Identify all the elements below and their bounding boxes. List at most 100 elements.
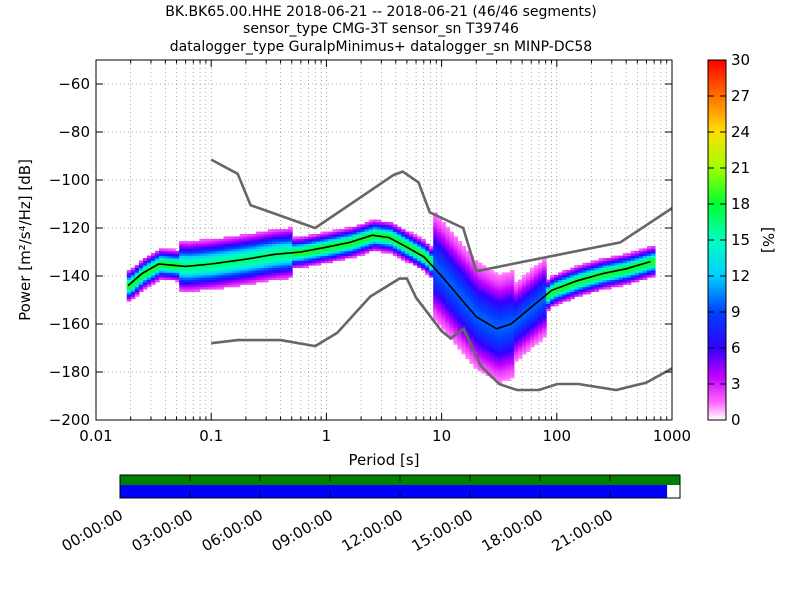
heatmap-cell	[453, 282, 459, 285]
heatmap-cell	[638, 277, 644, 280]
heatmap-cell	[578, 265, 583, 268]
heatmap-cell	[187, 267, 192, 271]
heatmap-cell	[517, 301, 523, 304]
heatmap-cell	[433, 253, 438, 256]
heatmap-cell	[449, 258, 454, 261]
heatmap-cell	[203, 284, 209, 288]
heatmap-cell	[461, 262, 467, 266]
heatmap-cell	[497, 282, 503, 285]
heatmap-cell	[421, 241, 426, 244]
heatmap-cell	[493, 318, 499, 321]
heatmap-cell	[505, 349, 511, 352]
heatmap-cell	[288, 243, 293, 247]
heatmap-cell	[550, 298, 555, 302]
heatmap-cell	[445, 330, 450, 333]
heatmap-cell	[433, 241, 438, 244]
heatmap-cell	[134, 289, 140, 292]
time-tick-label: 18:00:00	[479, 506, 546, 555]
heatmap-cell	[542, 334, 547, 338]
heatmap-cell	[465, 270, 471, 273]
heatmap-cell	[404, 236, 410, 240]
heatmap-cell	[481, 315, 487, 319]
heatmap-cell	[489, 286, 495, 290]
heatmap-cell	[481, 301, 487, 304]
heatmap-cell	[505, 274, 511, 278]
heatmap-cell	[304, 250, 309, 254]
heatmap-cell	[501, 308, 507, 312]
heatmap-cell	[235, 270, 241, 273]
heatmap-cell	[211, 243, 217, 247]
heatmap-cell	[489, 313, 495, 316]
heatmap-cell	[445, 277, 450, 280]
heatmap-cell	[638, 248, 644, 252]
heatmap-cell	[525, 339, 531, 343]
heatmap-cell	[352, 248, 358, 252]
heatmap-cell	[227, 241, 233, 244]
heatmap-cell	[554, 279, 559, 283]
x-tick-label: 100	[542, 427, 571, 445]
heatmap-cell	[441, 229, 446, 232]
heatmap-cell	[275, 262, 281, 266]
heatmap-cell	[457, 346, 463, 350]
heatmap-cell	[453, 248, 459, 252]
heatmap-cell	[529, 279, 535, 283]
heatmap-cell	[372, 224, 378, 228]
heatmap-cell	[219, 284, 225, 288]
heatmap-cell	[586, 274, 592, 278]
heatmap-cell	[449, 267, 454, 271]
heatmap-cell	[578, 286, 583, 290]
heatmap-cell	[497, 277, 503, 280]
heatmap-cell	[429, 260, 434, 264]
heatmap-cell	[433, 286, 438, 290]
heatmap-cell	[187, 277, 192, 280]
heatmap-cell	[445, 265, 450, 268]
heatmap-cell	[614, 282, 620, 285]
heatmap-cell	[485, 346, 491, 350]
heatmap-cell	[308, 262, 313, 266]
heatmap-cell	[155, 272, 160, 276]
heatmap-cell	[437, 224, 442, 228]
heatmap-cell	[195, 243, 200, 247]
heatmap-cell	[521, 330, 527, 333]
heatmap-cell	[179, 282, 184, 285]
heatmap-cell	[441, 325, 446, 328]
heatmap-cell	[360, 248, 366, 252]
heatmap-cell	[558, 279, 563, 283]
heatmap-cell	[473, 361, 479, 364]
heatmap-cell	[211, 265, 217, 268]
heatmap-cell	[457, 253, 463, 256]
heatmap-cell	[630, 277, 636, 280]
heatmap-cell	[239, 234, 245, 237]
heatmap-cell	[134, 267, 140, 271]
heatmap-cell	[279, 270, 285, 273]
heatmap-cell	[368, 241, 374, 244]
heatmap-cell	[477, 286, 483, 290]
heatmap-cell	[392, 224, 398, 228]
heatmap-cell	[449, 298, 454, 302]
heatmap-cell	[247, 248, 253, 252]
heatmap-cell	[509, 363, 515, 367]
heatmap-cell	[477, 289, 483, 292]
heatmap-cell	[167, 260, 172, 264]
heatmap-cell	[465, 291, 471, 295]
heatmap-cell	[134, 265, 140, 268]
heatmap-cell	[525, 296, 531, 300]
heatmap-cell	[574, 284, 579, 288]
heatmap-cell	[255, 231, 261, 235]
heatmap-cell	[429, 258, 434, 261]
mode-curve	[127, 234, 651, 330]
heatmap-cell	[167, 277, 172, 280]
heatmap-cell	[449, 310, 454, 314]
heatmap-cell	[340, 258, 346, 261]
heatmap-cell	[497, 337, 503, 340]
heatmap-cell	[489, 291, 495, 295]
heatmap-cell	[538, 303, 543, 307]
heatmap-cell	[505, 363, 511, 367]
heatmap-cell	[542, 320, 547, 324]
heatmap-cell	[558, 286, 563, 290]
heatmap-cell	[279, 229, 285, 232]
heatmap-cell	[243, 253, 249, 256]
heatmap-cell	[602, 265, 608, 268]
heatmap-cell	[372, 246, 378, 249]
heatmap-cell	[219, 250, 225, 254]
